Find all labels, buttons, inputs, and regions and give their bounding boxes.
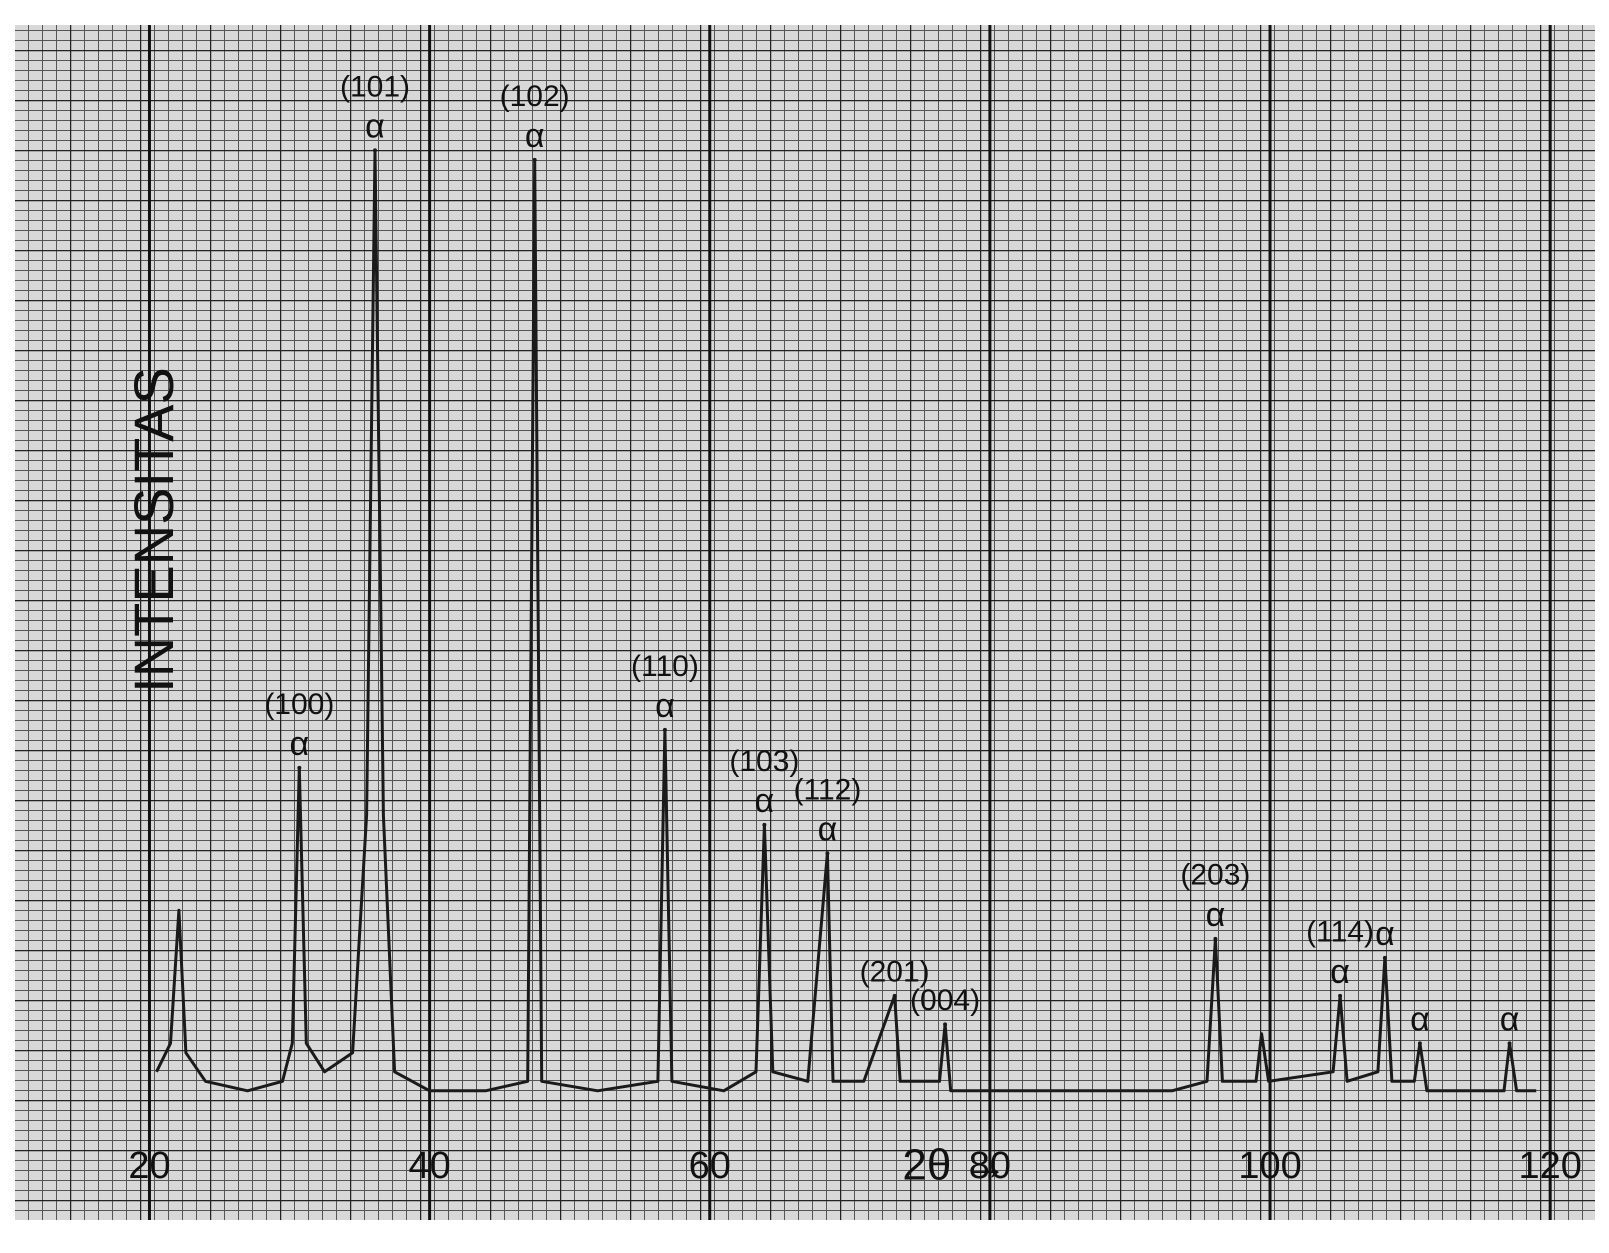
peak-phase: α — [1410, 1000, 1430, 1038]
peak-label: (100) — [264, 688, 334, 721]
peak-marker — [1418, 1041, 1422, 1045]
x-tick-label: 80 — [969, 1145, 1011, 1187]
peak-phase: α — [525, 117, 545, 155]
chart: INTENSITAS 2θ → 20406080100120α(100)α(10… — [0, 0, 1609, 1253]
peak-marker — [1213, 937, 1217, 941]
peak-marker — [663, 728, 667, 732]
x-tick-label: 60 — [689, 1145, 731, 1187]
y-axis-label: INTENSITAS — [122, 367, 185, 693]
peak-label: (110) — [631, 650, 699, 683]
peak-label: (004) — [910, 984, 980, 1017]
peak-phase: α — [1500, 1000, 1520, 1038]
peak-marker — [893, 994, 897, 998]
peak-marker — [297, 766, 301, 770]
peak-label: (112) — [794, 773, 862, 806]
peak-marker — [373, 148, 377, 152]
peak-phase: α — [290, 725, 310, 763]
peak-marker — [1383, 956, 1387, 960]
peak-phase: α — [1330, 953, 1350, 991]
x-tick-label: 40 — [408, 1145, 450, 1187]
peak-phase: α — [655, 687, 675, 725]
peak-label: (101) — [340, 70, 410, 103]
peak-marker — [943, 1022, 947, 1026]
peak-phase: α — [1375, 915, 1395, 953]
peak-marker — [762, 823, 766, 827]
peak-marker — [1508, 1041, 1512, 1045]
peak-phase: α — [755, 782, 775, 820]
peak-marker — [825, 851, 829, 855]
peak-label: (114) — [1306, 916, 1374, 949]
peak-marker — [533, 158, 537, 162]
x-tick-label: 20 — [128, 1145, 170, 1187]
peak-phase: α — [365, 107, 385, 145]
x-tick-label: 100 — [1238, 1145, 1301, 1187]
peak-label: (103) — [729, 745, 799, 778]
peak-phase: α — [1206, 896, 1226, 934]
peak-label: (203) — [1180, 859, 1250, 892]
peak-phase: α — [818, 810, 838, 848]
peak-marker — [1338, 994, 1342, 998]
x-tick-label: 120 — [1518, 1145, 1581, 1187]
graph-paper-major — [15, 25, 1595, 1220]
peak-label: (102) — [500, 80, 570, 113]
